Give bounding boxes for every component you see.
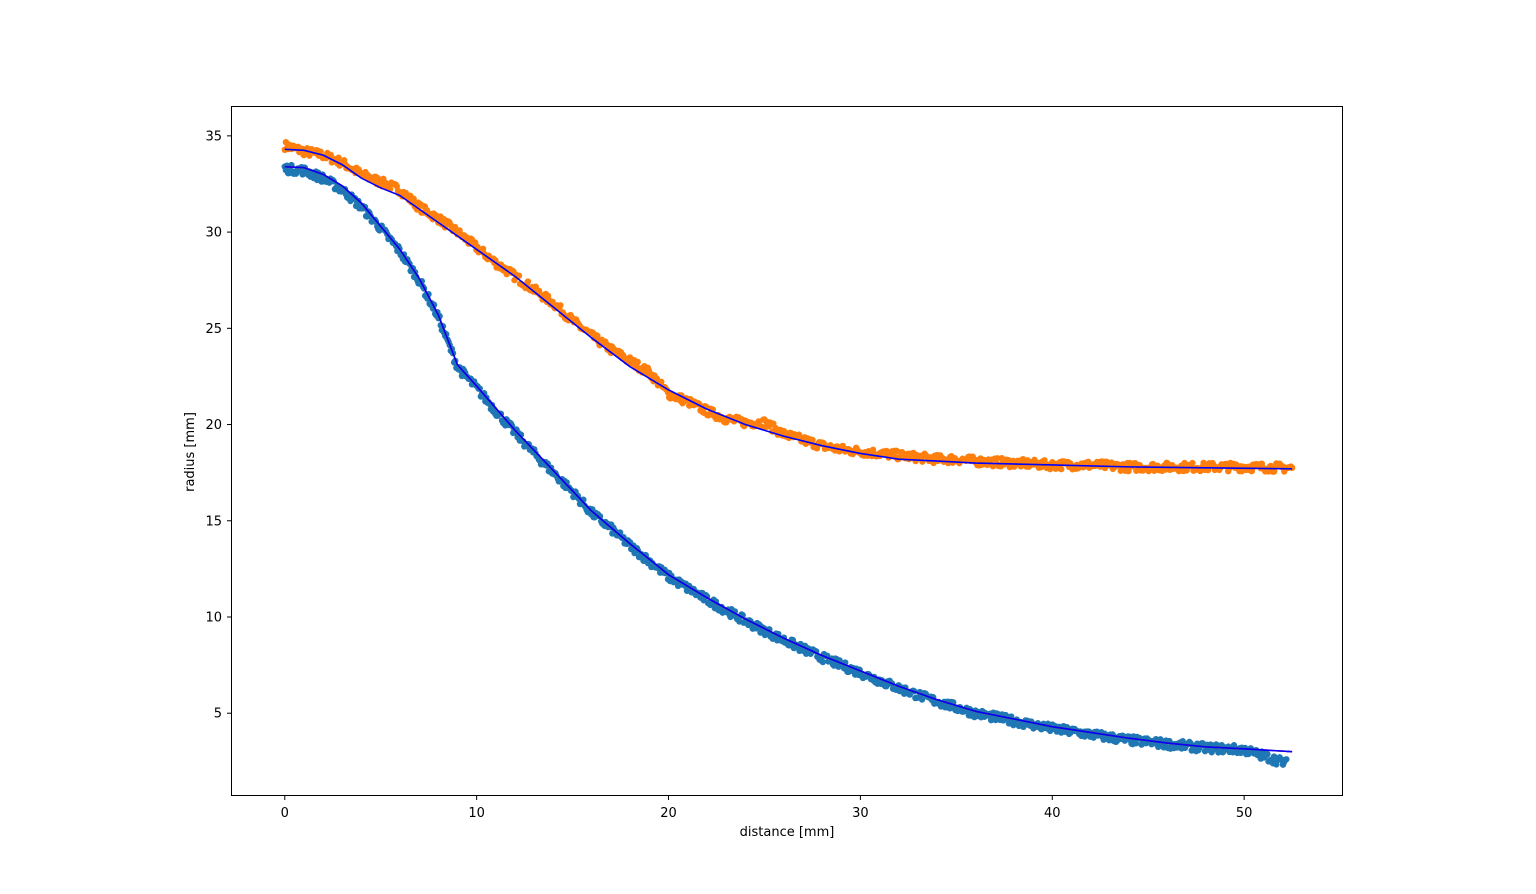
x-tick-label: 50 — [1236, 806, 1253, 821]
scatter-point — [335, 154, 342, 161]
scatter-point — [1132, 740, 1140, 747]
scatter-point — [1125, 467, 1132, 475]
x-tick-label: 10 — [468, 806, 485, 821]
series-4 — [284, 165, 1293, 753]
scatter-point — [1183, 467, 1190, 474]
scatter-point — [479, 245, 487, 253]
scatter-point — [919, 458, 926, 465]
scatter-point — [524, 278, 532, 285]
x-tick-label: 30 — [852, 806, 869, 821]
scatter-point — [1288, 464, 1296, 472]
scatter-point — [946, 705, 954, 712]
y-tick-label: 5 — [214, 707, 222, 722]
scatter-point — [809, 436, 816, 444]
fit-line — [284, 148, 1293, 470]
scatter-point — [596, 513, 604, 520]
series-layer — [281, 138, 1296, 768]
scatter-point — [1270, 468, 1278, 475]
scatter-point — [451, 223, 459, 231]
scatter-point — [869, 446, 877, 453]
y-tick-label: 35 — [205, 129, 222, 144]
x-tick-label: 40 — [1044, 806, 1061, 821]
scatter-point — [594, 332, 601, 340]
fit-line — [284, 165, 1293, 753]
scatter-point — [987, 716, 995, 724]
y-tick-label: 20 — [205, 418, 222, 433]
y-tick-label: 15 — [205, 514, 222, 529]
tick-layer: 0 10 20 30 40 50 5 10 15 20 25 30 35 — [205, 129, 1252, 821]
y-tick-label: 25 — [205, 322, 222, 337]
axes-frame — [231, 106, 1343, 796]
scatter-point — [410, 195, 417, 202]
scatter-point — [918, 696, 926, 703]
scatter-point — [1058, 465, 1065, 473]
y-axis-label: radius [mm] — [183, 412, 198, 492]
scatter-point — [994, 455, 1001, 462]
scatter-point — [1273, 761, 1280, 768]
x-axis-label: distance [mm] — [740, 825, 835, 840]
scatter-point — [557, 302, 564, 309]
scatter-point — [1264, 750, 1271, 758]
scatter-point — [1283, 756, 1290, 763]
series-2 — [284, 148, 1293, 470]
scatter-point — [517, 431, 525, 438]
y-tick-label: 10 — [205, 610, 222, 625]
x-tick-label: 0 — [281, 806, 289, 821]
scatter-point — [819, 658, 827, 666]
scatter-point — [634, 358, 641, 366]
scatter-point — [1189, 459, 1196, 467]
y-tick-label: 30 — [205, 226, 222, 241]
x-tick-label: 20 — [660, 806, 677, 821]
scatter-point — [989, 462, 997, 470]
